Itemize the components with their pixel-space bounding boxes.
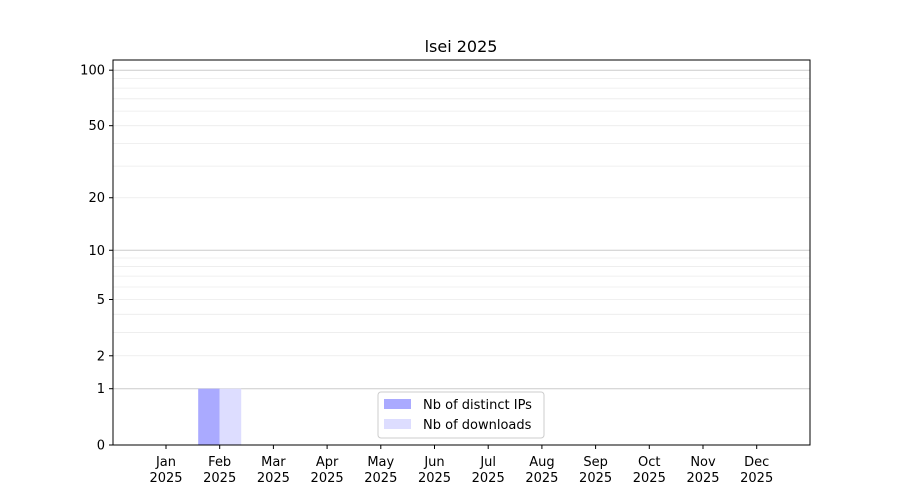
x-tick-label: 2025 [364,471,397,486]
bar-downloads [219,388,242,445]
legend-box [377,391,545,439]
x-tick-label: 2025 [633,471,666,486]
x-tick-label: Oct [638,455,660,470]
y-tick-label: 1 [97,382,105,397]
x-tick-label: 2025 [149,471,182,486]
bars [198,388,242,445]
bar-distinct-ips [198,388,220,445]
x-tick-label: Mar [261,455,286,470]
legend-label: Nb of downloads [423,418,532,433]
x-tick-label: Aug [529,455,554,470]
x-tick-label: Apr [316,455,339,470]
y-tick-label: 0 [97,439,105,454]
x-tick-label: 2025 [203,471,236,486]
legend-swatch [384,419,411,429]
x-tick-label: 2025 [740,471,773,486]
x-tick-label: 2025 [418,471,451,486]
x-tick-label: 2025 [311,471,344,486]
legend-swatch [384,399,411,409]
x-tick-label: Sep [583,455,608,470]
y-tick-label: 50 [88,119,105,134]
y-tick-label: 5 [97,293,105,308]
x-axis: Jan2025Feb2025Mar2025Apr2025May2025Jun20… [149,445,773,486]
x-tick-label: Nov [690,455,716,470]
x-tick-label: Feb [208,455,231,470]
x-tick-label: 2025 [525,471,558,486]
x-tick-label: Jun [423,455,444,470]
x-tick-label: Jan [155,455,176,470]
y-tick-label: 10 [88,244,105,259]
y-tick-label: 100 [80,64,105,79]
x-tick-label: May [367,455,394,470]
plot-frame [112,59,811,446]
x-tick-label: Jul [479,455,496,470]
legend: Nb of distinct IPs Nb of downloads [377,391,545,439]
grid [113,69,810,390]
y-tick-label: 2 [97,349,105,364]
x-tick-label: 2025 [579,471,612,486]
x-tick-label: 2025 [686,471,719,486]
chart-title: lsei 2025 [425,37,498,56]
y-tick-label: 20 [88,191,105,206]
y-axis: 0 1 2 5 10 20 50 100 [80,64,113,454]
x-tick-label: 2025 [472,471,505,486]
x-tick-label: Dec [744,455,769,470]
legend-label: Nb of distinct IPs [423,398,532,413]
x-tick-label: 2025 [257,471,290,486]
